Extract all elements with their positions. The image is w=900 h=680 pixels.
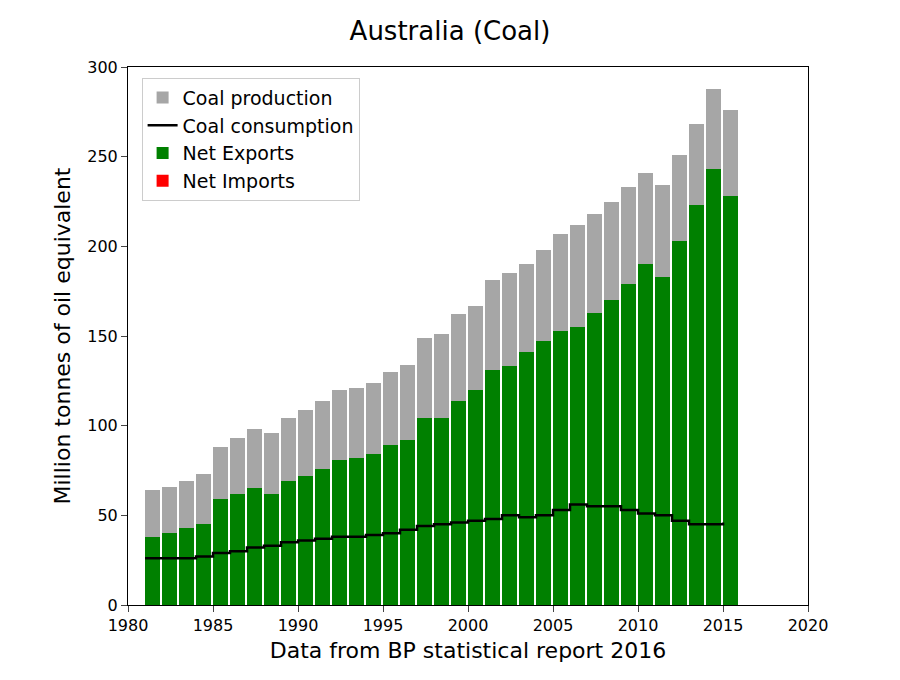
svg-text:100: 100	[87, 416, 118, 435]
svg-text:250: 250	[87, 147, 118, 166]
svg-text:0: 0	[108, 596, 118, 615]
svg-text:Data from BP statistical repor: Data from BP statistical report 2016	[270, 638, 666, 663]
svg-text:300: 300	[87, 58, 118, 77]
svg-text:1985: 1985	[193, 616, 234, 635]
svg-text:Coal consumption: Coal consumption	[183, 115, 354, 137]
svg-text:200: 200	[87, 237, 118, 256]
svg-text:2015: 2015	[703, 616, 744, 635]
svg-text:1980: 1980	[108, 616, 149, 635]
svg-text:2005: 2005	[533, 616, 574, 635]
svg-text:2020: 2020	[788, 616, 829, 635]
svg-text:1990: 1990	[278, 616, 319, 635]
svg-text:Coal production: Coal production	[183, 87, 333, 109]
svg-text:Million tonnes of oil equivale: Million tonnes of oil equivalent	[50, 167, 75, 504]
svg-text:1995: 1995	[363, 616, 404, 635]
svg-text:2010: 2010	[618, 616, 659, 635]
svg-text:Net Exports: Net Exports	[183, 142, 295, 164]
svg-text:150: 150	[87, 327, 118, 346]
svg-text:Net Imports: Net Imports	[183, 170, 295, 192]
svg-text:Australia (Coal): Australia (Coal)	[350, 16, 551, 46]
svg-text:2000: 2000	[448, 616, 489, 635]
svg-text:50: 50	[97, 506, 117, 525]
